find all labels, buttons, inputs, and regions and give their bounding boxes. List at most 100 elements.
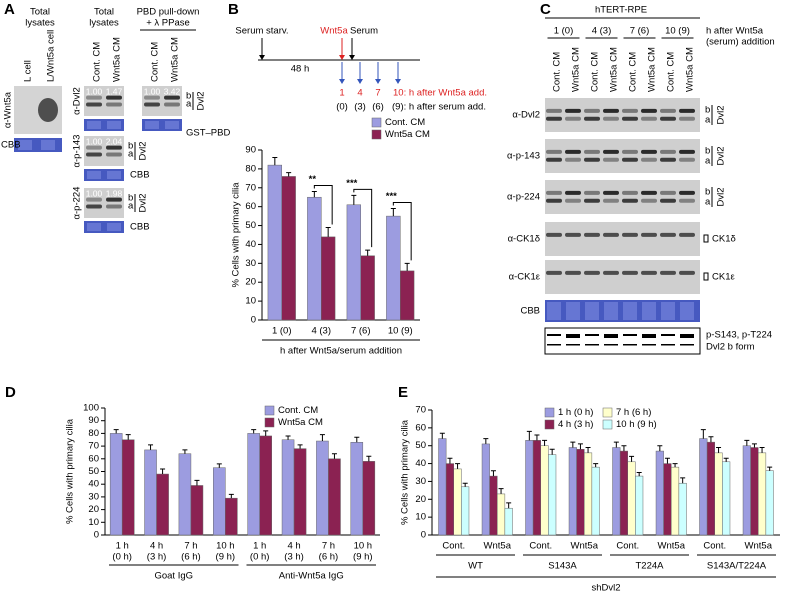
y-tick-label: 30 xyxy=(415,476,426,487)
bar xyxy=(328,458,341,536)
bar xyxy=(316,440,329,536)
error-bar xyxy=(272,157,278,166)
lane-label: Cont. CM xyxy=(552,52,563,92)
panel-label: E xyxy=(398,384,408,401)
band xyxy=(565,270,581,275)
band-label: b xyxy=(705,187,710,198)
error-bar xyxy=(319,434,325,442)
scheme-time: (0) xyxy=(336,102,348,113)
cbb-lane xyxy=(604,302,618,320)
band xyxy=(622,157,638,162)
bar xyxy=(281,176,296,321)
bar xyxy=(190,485,204,536)
band-bracket xyxy=(703,272,709,281)
lane-label: L/Wnt5a cell xyxy=(46,30,57,82)
bar xyxy=(655,450,664,536)
y-tick-label: 0 xyxy=(421,530,426,541)
bar xyxy=(461,486,470,536)
band xyxy=(622,149,638,154)
x-tick-sublabel: (9 h) xyxy=(216,552,236,563)
cbb-lane xyxy=(145,121,159,129)
error-bar xyxy=(506,502,512,509)
bar xyxy=(144,449,157,536)
bar xyxy=(663,463,672,536)
band xyxy=(622,198,638,203)
bar xyxy=(225,497,238,536)
legend-swatch xyxy=(371,129,382,140)
group-label: WT xyxy=(468,561,483,572)
error-bar xyxy=(577,443,583,450)
band xyxy=(660,270,676,275)
scheme-band xyxy=(680,334,694,338)
column-title: Total xyxy=(94,7,114,18)
scheme-label: 48 h xyxy=(291,64,310,75)
error-bar xyxy=(534,434,540,441)
y-tick-label: 10 xyxy=(88,517,99,528)
band-label: a xyxy=(705,156,711,167)
bar xyxy=(742,445,751,536)
legend-label: Cont. CM xyxy=(385,117,425,128)
y-tick-label: 60 xyxy=(415,422,426,433)
x-tick-label: 4 (3) xyxy=(311,326,331,337)
error-bar xyxy=(439,432,445,439)
band xyxy=(546,270,562,275)
error-bar xyxy=(664,457,670,464)
quantification: 2.04 xyxy=(106,136,123,146)
legend-label: 1 h (0 h) xyxy=(558,407,593,418)
band-bracket xyxy=(703,234,709,243)
band xyxy=(603,270,619,275)
bar xyxy=(121,439,135,536)
cbb-lane xyxy=(661,302,675,320)
band xyxy=(546,232,562,237)
group-label: Goat IgG xyxy=(154,571,193,582)
band xyxy=(603,190,619,195)
lane-label: Cont. CM xyxy=(628,52,639,92)
error-bar xyxy=(570,441,576,448)
x-tick-label: Cont. xyxy=(529,541,552,552)
scheme-time: (6) xyxy=(372,102,384,113)
band xyxy=(38,98,58,122)
group-label: S143A/T224A xyxy=(707,561,767,572)
band xyxy=(603,108,619,113)
scheme-band xyxy=(623,344,637,346)
error-bar xyxy=(194,479,200,486)
band xyxy=(603,232,619,237)
bar xyxy=(213,467,226,536)
panel-label: C xyxy=(540,1,551,18)
band xyxy=(603,198,619,203)
error-bar xyxy=(680,477,686,484)
band xyxy=(565,149,581,154)
error-bar xyxy=(621,445,627,452)
y-tick-label: 10 xyxy=(245,296,256,307)
bar xyxy=(532,440,542,536)
band xyxy=(565,232,581,237)
blot xyxy=(545,260,700,294)
error-bar xyxy=(263,430,269,436)
protein-label: Dvl2 xyxy=(716,187,727,206)
antibody-label: α-CK1δ xyxy=(508,234,540,245)
significance-bracket xyxy=(313,185,333,225)
error-bar xyxy=(365,249,371,256)
arrow-head xyxy=(375,79,381,84)
band xyxy=(86,152,102,157)
band xyxy=(106,95,122,100)
bar xyxy=(548,454,557,536)
bar xyxy=(293,448,307,536)
band xyxy=(86,197,102,202)
lane-label: Wnt5a CM xyxy=(647,47,658,92)
band-label: b xyxy=(128,141,133,152)
x-tick-label: Wnt5a xyxy=(745,541,773,552)
x-tick-sublabel: (0 h) xyxy=(112,552,132,563)
bar xyxy=(576,449,585,536)
cbb-lane xyxy=(41,140,55,150)
scheme-time: (9): h after serum add. xyxy=(392,102,486,113)
arrow-head xyxy=(259,55,265,60)
error-bar xyxy=(613,441,619,448)
band xyxy=(546,198,562,203)
time-axis-label: (serum) addition xyxy=(706,37,775,48)
y-tick-label: 70 xyxy=(88,441,99,452)
band xyxy=(106,102,122,107)
y-tick-label: 70 xyxy=(415,405,426,416)
bar xyxy=(612,447,621,536)
x-tick-label: 7 (6) xyxy=(351,326,371,337)
